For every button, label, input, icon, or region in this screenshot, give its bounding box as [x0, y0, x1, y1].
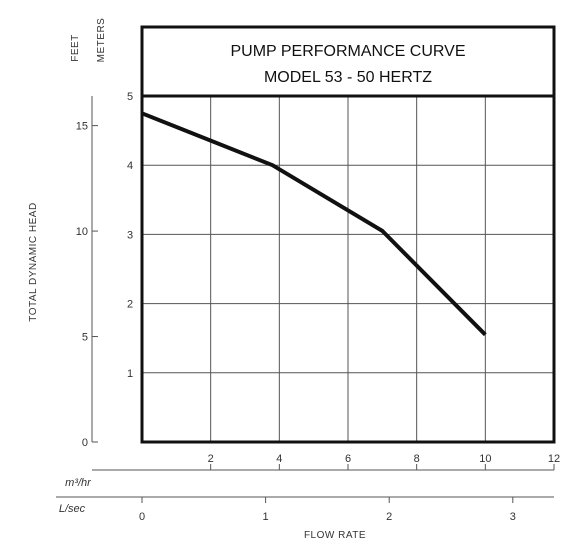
feet-axis-ticks: 0 5 10 15	[76, 121, 98, 449]
m3hr-tick-label: 4	[276, 453, 282, 465]
meter-tick-label: 3	[127, 229, 133, 241]
meter-tick-label: 2	[127, 299, 133, 311]
x-unit-m3hr-label: m³/hr	[65, 477, 92, 489]
feet-tick-label: 15	[76, 121, 88, 133]
m3hr-tick-label: 6	[345, 453, 351, 465]
y-unit-feet-label: FEET	[70, 34, 81, 62]
grid-lines	[142, 96, 554, 442]
meter-tick-label: 1	[127, 368, 133, 380]
x-axis-title: FLOW RATE	[304, 530, 366, 541]
m3hr-tick-label: 12	[548, 453, 560, 465]
meter-axis-ticks: 1 2 3 4 5	[127, 91, 133, 380]
chart-subtitle: MODEL 53 - 50 HERTZ	[264, 69, 432, 86]
lsec-tick-label: 2	[386, 511, 392, 523]
title-box	[140, 25, 556, 98]
lsec-tick-label: 3	[510, 511, 516, 523]
chart-title: PUMP PERFORMANCE CURVE	[231, 43, 466, 60]
x-unit-lsec-label: L/sec	[59, 503, 86, 515]
lsec-tick-label: 1	[263, 511, 269, 523]
m3hr-tick-label: 8	[414, 453, 420, 465]
lsec-axis-ticks: 0 1 2 3	[139, 497, 516, 523]
m3hr-tick-label: 2	[208, 453, 214, 465]
meter-tick-label: 4	[127, 160, 133, 172]
m3hr-tick-label: 10	[479, 453, 491, 465]
feet-tick-label: 10	[76, 226, 88, 238]
feet-tick-label: 0	[82, 437, 88, 449]
y-axis-title: TOTAL DYNAMIC HEAD	[28, 202, 39, 321]
lsec-tick-label: 0	[139, 511, 145, 523]
meter-tick-label: 5	[127, 91, 133, 103]
m3hr-axis-ticks: 2 4 6 8 10 12	[208, 453, 560, 470]
feet-tick-label: 5	[82, 332, 88, 344]
y-unit-meters-label: METERS	[96, 18, 107, 63]
plot-frame	[140, 94, 556, 444]
series-line	[141, 111, 487, 337]
